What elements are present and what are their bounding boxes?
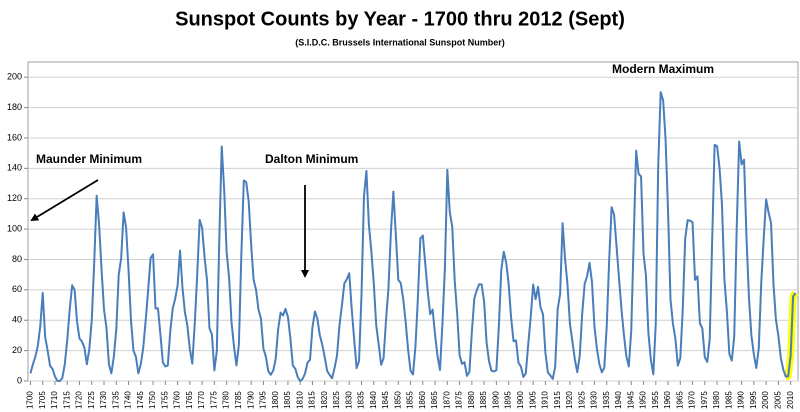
chart-title: Sunspot Counts by Year - 1700 thru 2012 … [175,8,625,30]
x-tick-label: 1745 [136,391,145,409]
x-tick-label: 1715 [62,391,71,409]
x-tick-label: 1830 [344,391,353,409]
x-tick-label: 2000 [761,391,770,409]
annotation: Modern Maximum [612,62,714,76]
y-tick-label: 200 [7,72,22,82]
x-tick-label: 1820 [320,391,329,409]
x-tick-label: 1945 [626,391,635,409]
x-tick-label: 1995 [749,391,758,409]
x-tick-label: 1845 [381,391,390,409]
x-tick-label: 1800 [271,391,280,409]
y-tick-label: 40 [12,315,22,325]
x-tick-label: 1775 [209,391,218,409]
x-tick-label: 1930 [590,391,599,409]
x-tick-label: 1965 [675,391,684,409]
x-tick-label: 1810 [295,391,304,409]
x-tick-label: 1725 [87,391,96,409]
x-tick-label: 1700 [26,391,35,409]
x-tick-label: 1770 [197,391,206,409]
chart-subtitle: (S.I.D.C. Brussels International Sunspot… [295,37,505,47]
y-tick-label: 20 [12,345,22,355]
annotation-arrow [30,179,99,222]
x-tick-label: 1960 [663,391,672,409]
x-tick-label: 1790 [246,391,255,409]
x-tick-label: 1890 [491,391,500,409]
x-tick-label: 2010 [786,391,795,409]
x-tick-label: 1950 [639,391,648,409]
x-tick-label: 1975 [700,391,709,409]
y-tick-label: 60 [12,284,22,294]
y-tick-label: 180 [7,102,22,112]
x-tick-label: 1780 [222,391,231,409]
x-tick-label: 1875 [455,391,464,409]
x-tick-label: 2005 [773,391,782,409]
x-tick-label: 1825 [332,391,341,409]
x-tick-label: 1980 [712,391,721,409]
y-tick-label: 80 [12,254,22,264]
x-tick-label: 1740 [124,391,133,409]
x-tick-label: 1850 [393,391,402,409]
y-tick-label: 140 [7,163,22,173]
series-line [29,91,797,382]
x-tick-label: 1750 [148,391,157,409]
x-tick-label: 1755 [160,391,169,409]
annotation: Dalton Minimum [265,152,358,166]
y-tick-label: 120 [7,193,22,203]
y-tick-label: 160 [7,132,22,142]
x-tick-label: 1880 [467,391,476,409]
x-tick-label: 1705 [38,391,47,409]
x-tick-label: 1795 [259,391,268,409]
x-tick-label: 1860 [418,391,427,409]
x-tick-label: 1835 [357,391,366,409]
y-tick-label: 100 [7,223,22,233]
x-tick-label: 1735 [111,391,120,409]
x-tick-label: 1985 [724,391,733,409]
x-tick-label: 1870 [442,391,451,409]
x-tick-label: 1895 [504,391,513,409]
x-tick-label: 1840 [369,391,378,409]
x-tick-label: 1910 [541,391,550,409]
x-tick-label: 1915 [553,391,562,409]
x-tick-label: 1935 [602,391,611,409]
x-tick-label: 1720 [75,391,84,409]
x-tick-label: 1925 [577,391,586,409]
x-tick-label: 1885 [479,391,488,409]
x-tick-label: 1920 [565,391,574,409]
x-tick-label: 1815 [308,391,317,409]
x-tick-label: 1730 [99,391,108,409]
x-tick-label: 1970 [688,391,697,409]
annotation: Maunder Minimum [36,152,142,166]
x-tick-label: 1710 [50,391,59,409]
x-tick-label: 1805 [283,391,292,409]
y-tick-label: 0 [17,375,22,385]
x-tick-label: 1955 [651,391,660,409]
x-tick-label: 1990 [737,391,746,409]
x-tick-label: 1855 [406,391,415,409]
x-tick-label: 1940 [614,391,623,409]
x-tick-label: 1905 [528,391,537,409]
x-tick-label: 1760 [173,391,182,409]
x-tick-label: 1900 [516,391,525,409]
x-tick-label: 1865 [430,391,439,409]
x-tick-label: 1785 [234,391,243,409]
x-tick-label: 1765 [185,391,194,409]
